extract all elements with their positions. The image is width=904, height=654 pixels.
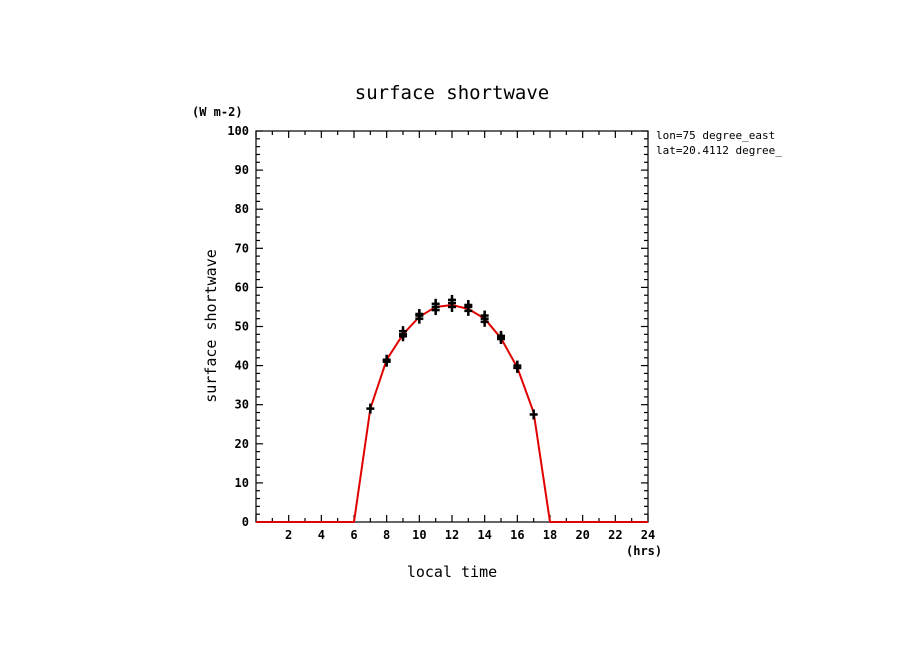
series-line <box>256 303 648 523</box>
x-tick-label: 22 <box>608 528 622 542</box>
tick-labels: 2 4 6 8 10 12 14 16 18 20 22 2401020304050607080901… <box>227 124 655 542</box>
y-axis-label: surface shortwave <box>202 249 220 403</box>
data-point <box>513 360 522 371</box>
y-tick-label: 40 <box>235 359 249 373</box>
chart-title: surface shortwave <box>355 82 549 104</box>
data-point <box>382 354 391 365</box>
y-tick-label: 90 <box>235 163 249 177</box>
x-tick-label: 18 <box>543 528 557 542</box>
y-tick-label: 30 <box>235 398 249 412</box>
x-tick-label: 10 <box>412 528 426 542</box>
y-tick-label: 60 <box>235 280 249 294</box>
y-tick-label: 70 <box>235 241 249 255</box>
x-axis-label: local time <box>407 563 497 581</box>
x-tick-label: 12 <box>445 528 459 542</box>
x-tick-label: 24 <box>641 528 655 542</box>
data-point <box>529 409 538 420</box>
plot-frame <box>255 130 649 523</box>
y-tick-label: 80 <box>235 202 249 216</box>
data-point <box>431 298 440 309</box>
y-tick-label: 10 <box>235 476 249 490</box>
y-tick-label: 0 <box>242 515 249 529</box>
data-point <box>497 330 505 341</box>
x-tick-label: 8 <box>383 528 390 542</box>
x-tick-label: 16 <box>510 528 524 542</box>
data-point <box>464 299 473 310</box>
x-tick-label: 14 <box>477 528 491 542</box>
data-point <box>480 310 489 321</box>
data-point <box>366 403 375 414</box>
annotation-lat: lat=20.4112 degree_ <box>656 144 782 157</box>
y-tick-label: 20 <box>235 437 249 451</box>
y-tick-label: 100 <box>227 124 249 138</box>
axis-ticks <box>255 130 649 523</box>
x-tick-label: 20 <box>575 528 589 542</box>
x-axis-unit: (hrs) <box>626 544 662 558</box>
y-tick-label: 50 <box>235 320 249 334</box>
x-tick-label: 2 <box>285 528 292 542</box>
x-tick-label: 6 <box>350 528 357 542</box>
series-group <box>256 294 648 523</box>
data-point <box>448 294 456 305</box>
x-tick-label: 4 <box>318 528 325 542</box>
data-point <box>399 326 407 337</box>
y-axis-unit: (W m-2) <box>192 105 243 119</box>
data-point <box>415 308 424 319</box>
annotation-lon: lon=75 degree_east <box>656 129 775 142</box>
